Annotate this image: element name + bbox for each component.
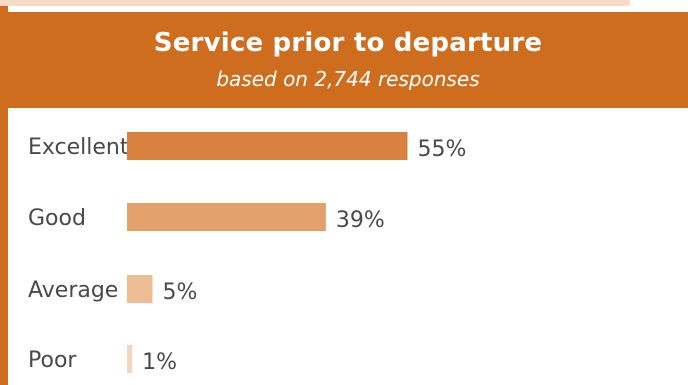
chart-subtitle: based on 2,744 responses <box>216 67 480 91</box>
bar <box>127 345 133 373</box>
value-label: 55% <box>418 137 467 162</box>
chart-header: Service prior to departure based on 2,74… <box>8 12 688 108</box>
category-label: Excellent <box>28 135 129 160</box>
bar <box>127 203 326 231</box>
chart-title: Service prior to departure <box>153 28 543 58</box>
category-label: Good <box>28 206 86 231</box>
category-label: Average <box>28 278 118 303</box>
value-label: 5% <box>163 280 198 305</box>
category-label: Poor <box>28 348 77 373</box>
bar <box>127 275 153 303</box>
value-label: 1% <box>142 350 177 375</box>
bar <box>127 132 408 160</box>
value-label: 39% <box>336 208 385 233</box>
